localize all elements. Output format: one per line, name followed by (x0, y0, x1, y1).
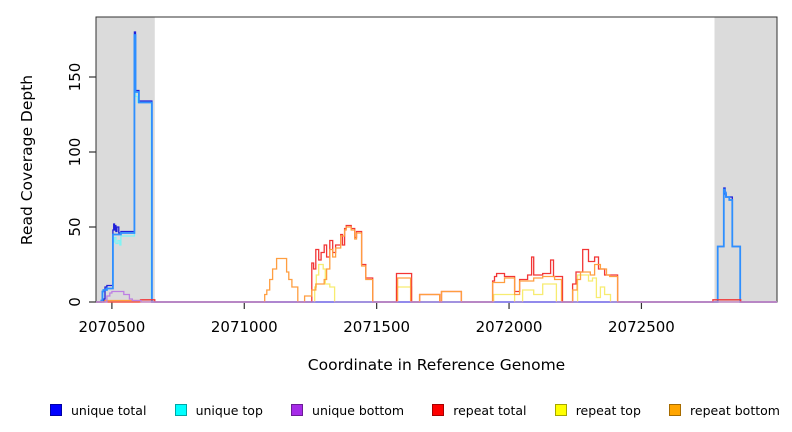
y-tick-label: 0 (66, 297, 84, 307)
legend-swatch-repeat-bottom (669, 404, 682, 416)
series-repeat-bottom-line (96, 226, 777, 303)
series-repeat-top-line (96, 263, 777, 303)
x-tick-label: 2072000 (476, 318, 543, 336)
x-tick-label: 2071500 (343, 318, 410, 336)
series-total-coverage-line (96, 34, 777, 303)
legend-swatch-repeat-top (554, 404, 567, 416)
y-axis-label: Read Coverage Depth (18, 74, 36, 246)
x-tick-label: 2072500 (608, 318, 675, 336)
legend-item-unique-bottom: unique bottom (291, 403, 404, 418)
y-tick-label: 100 (66, 138, 84, 167)
legend-label-unique-top: unique top (195, 402, 263, 418)
legend-swatch-repeat-total (432, 404, 445, 416)
legend-label-unique-total: unique total (71, 402, 147, 418)
shaded-region-right-highlight (714, 17, 777, 302)
legend-swatch-unique-bottom (291, 404, 304, 416)
legend-label-repeat-bottom: repeat bottom (690, 402, 780, 418)
legend-item-repeat-top: repeat top (554, 402, 641, 418)
legend-item-unique-top: unique top (174, 402, 263, 418)
legend-label-repeat-total: repeat total (453, 402, 527, 418)
shaded-region-left-highlight (96, 17, 155, 302)
x-tick-label: 2070500 (78, 318, 145, 336)
y-tick-label: 150 (66, 63, 84, 92)
series-unique-total-line (96, 31, 777, 303)
legend-swatch-unique-total (50, 404, 62, 416)
legend-swatch-unique-top (174, 404, 187, 416)
legend-item-repeat-total: repeat total (432, 402, 527, 418)
series-repeat-total-line (96, 224, 777, 303)
legend: unique total unique top unique bottom repea… (0, 397, 792, 423)
series-unique-bottom-line (96, 290, 777, 303)
legend-label-unique-bottom: unique bottom (312, 402, 405, 418)
y-tick-label: 50 (66, 217, 84, 236)
x-tick-label: 2071000 (211, 318, 278, 336)
legend-label-repeat-top: repeat top (575, 402, 641, 418)
x-axis-label: Coordinate in Reference Genome (307, 356, 566, 374)
plot-border (95, 16, 778, 303)
legend-item-unique-total: unique total (50, 403, 146, 418)
legend-item-repeat-bottom: repeat bottom (669, 403, 780, 418)
series-unique-top-line (96, 46, 777, 303)
